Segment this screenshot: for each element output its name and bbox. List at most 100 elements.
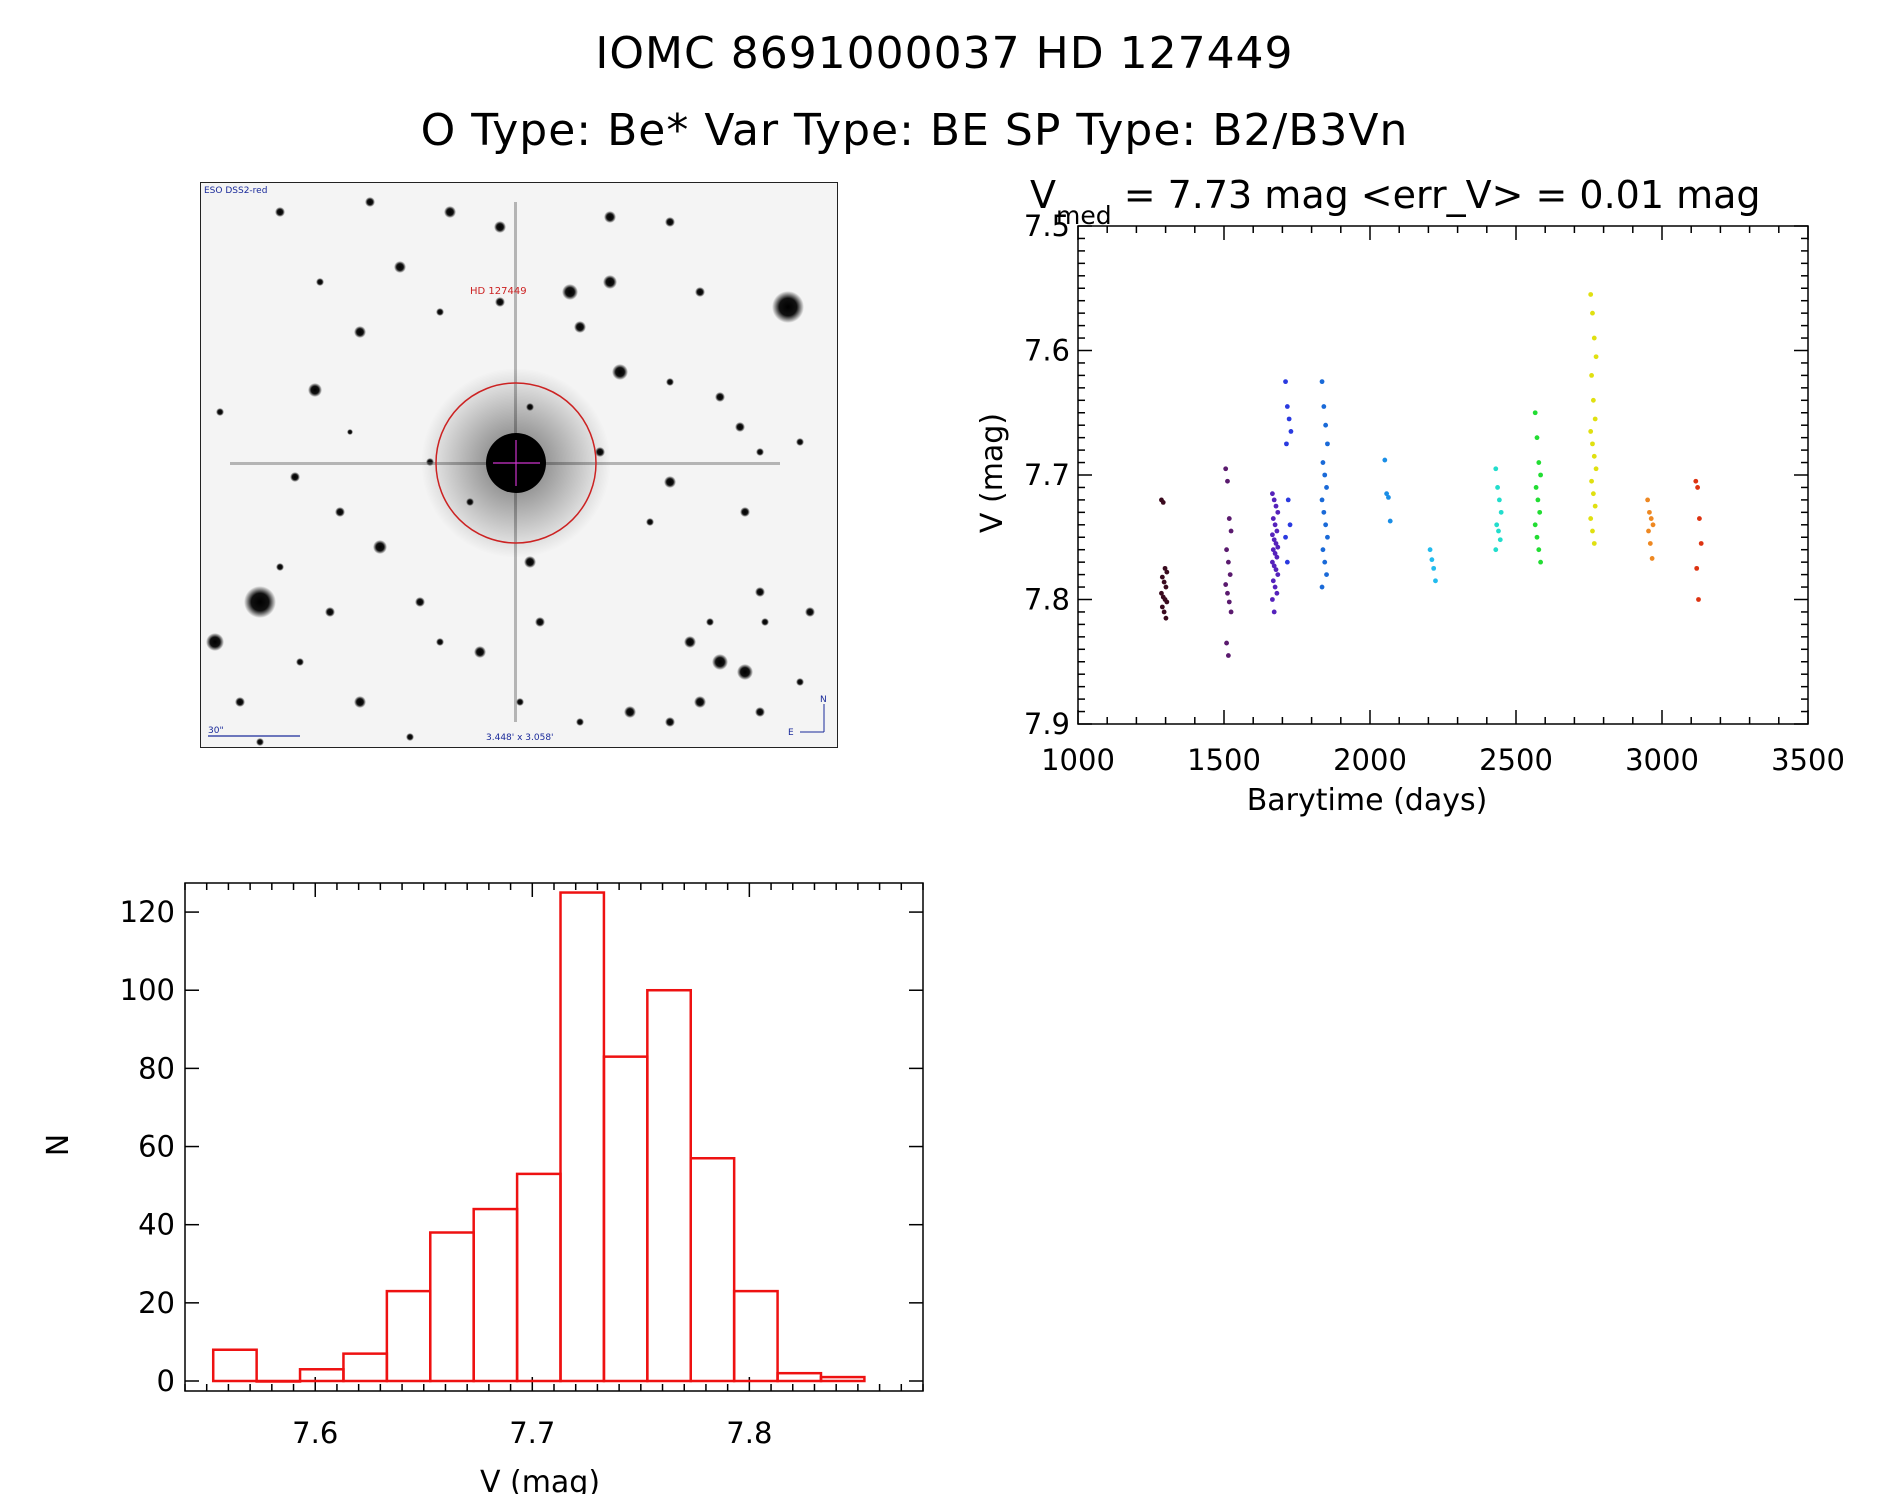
star-3	[494, 221, 506, 233]
star-28	[664, 476, 676, 488]
histogram-bar	[646, 988, 692, 1383]
light-curve-plot-frame	[1077, 225, 1809, 725]
data-point	[1323, 422, 1329, 428]
x-tick-label: 2000	[1333, 743, 1407, 777]
histogram-plot-frame	[184, 882, 924, 1392]
star-1	[365, 197, 375, 207]
data-point	[1648, 516, 1654, 521]
star-11	[695, 287, 705, 297]
x-tick-label: 3500	[1771, 743, 1845, 777]
y-tick-label: 0	[157, 1364, 175, 1398]
histogram-bar	[385, 1289, 432, 1383]
histogram-bar	[776, 1371, 823, 1383]
target-circle	[435, 382, 597, 544]
data-point	[1283, 534, 1288, 540]
x-tick-label: 7.8	[726, 1416, 772, 1450]
data-point	[1536, 460, 1542, 465]
data-point	[1324, 485, 1329, 490]
data-point	[1161, 609, 1167, 615]
object-label: HD 127449	[470, 286, 527, 297]
data-point	[1650, 522, 1656, 528]
star-30	[415, 597, 425, 607]
data-point	[1161, 579, 1167, 585]
data-point	[1223, 582, 1229, 587]
star-15	[574, 321, 586, 333]
data-point	[1319, 379, 1325, 385]
star-62	[276, 563, 284, 571]
y-tick-label: 60	[138, 1130, 175, 1164]
data-point	[1590, 397, 1596, 403]
data-point	[1325, 441, 1330, 447]
y-tick-label: 7.7	[1024, 458, 1070, 492]
y-tick-label: 100	[120, 973, 175, 1007]
data-point	[1593, 466, 1599, 472]
data-point	[1647, 541, 1653, 546]
data-point	[1591, 453, 1597, 459]
data-point	[1693, 478, 1699, 484]
data-point	[1322, 559, 1328, 565]
star-7	[394, 261, 406, 273]
star-20	[308, 383, 322, 397]
star-43	[755, 707, 765, 717]
light-curve-chart: 1000 1500 2000 2500 3000 35007.57.67.77.87.9 …	[975, 173, 1845, 818]
data-point	[1536, 547, 1542, 553]
data-point	[1589, 373, 1594, 378]
star-29	[373, 540, 387, 554]
data-point	[1534, 534, 1540, 540]
y-tick-label: 40	[138, 1208, 175, 1242]
page-subtitle: O Type: Be* Var Type: BE SP Type: B2/B3V…	[420, 105, 1409, 156]
data-point	[1285, 497, 1291, 503]
light-curve-title-rest: = 7.73 mag <err_V> = 0.01 mag	[1112, 173, 1761, 217]
data-point	[1270, 491, 1275, 497]
data-point	[1495, 485, 1500, 490]
histogram-bar	[255, 1379, 302, 1383]
data-point	[1164, 569, 1170, 575]
histogram-bar	[515, 1172, 562, 1383]
light-curve-ylabel: V (mag)	[975, 413, 1010, 533]
compass-north-label: N	[820, 695, 827, 705]
light-curve-xlabel: Barytime (days)	[1247, 783, 1488, 818]
star-49	[235, 697, 245, 707]
x-tick-label: 1500	[1187, 743, 1261, 777]
data-point	[1270, 516, 1276, 521]
data-point	[1320, 547, 1326, 553]
star-45	[805, 607, 815, 617]
data-point	[1322, 472, 1328, 478]
x-tick-label: 2500	[1479, 743, 1553, 777]
data-point	[1382, 457, 1388, 463]
light-curve-title: Vmed = 7.73 mag <err_V> = 0.01 mag	[1030, 173, 1761, 230]
fov-label: 3.448' x 3.058'	[486, 733, 554, 743]
star-22	[735, 422, 745, 432]
data-point	[1645, 497, 1651, 503]
data-point	[1270, 597, 1275, 602]
star-26	[347, 429, 353, 435]
light-curve-title-v: V	[1030, 173, 1056, 217]
data-point	[1273, 541, 1279, 546]
star-19	[715, 392, 725, 402]
data-point	[1226, 599, 1232, 605]
data-point	[1159, 590, 1164, 596]
data-point	[1592, 503, 1598, 509]
star-57	[740, 507, 750, 517]
light-curve-title-subscript: med	[1056, 201, 1112, 230]
star-33	[325, 607, 335, 617]
data-point	[1591, 541, 1597, 546]
data-point	[1591, 335, 1597, 341]
histogram-bar	[732, 1289, 779, 1383]
data-point	[1286, 416, 1292, 422]
star-48	[296, 658, 304, 666]
data-point	[1159, 604, 1165, 610]
histogram-bar	[819, 1375, 866, 1383]
histogram-bars	[211, 891, 866, 1383]
star-50	[354, 696, 366, 708]
star-44	[796, 678, 804, 686]
data-point	[1319, 497, 1325, 503]
data-point	[1429, 557, 1435, 563]
y-tick-label: 7.8	[1024, 583, 1070, 617]
data-point	[1163, 584, 1169, 590]
star-32	[206, 633, 224, 651]
data-point	[1227, 572, 1233, 577]
star-36	[684, 636, 696, 648]
data-point	[1537, 509, 1543, 515]
star-14	[436, 308, 444, 316]
